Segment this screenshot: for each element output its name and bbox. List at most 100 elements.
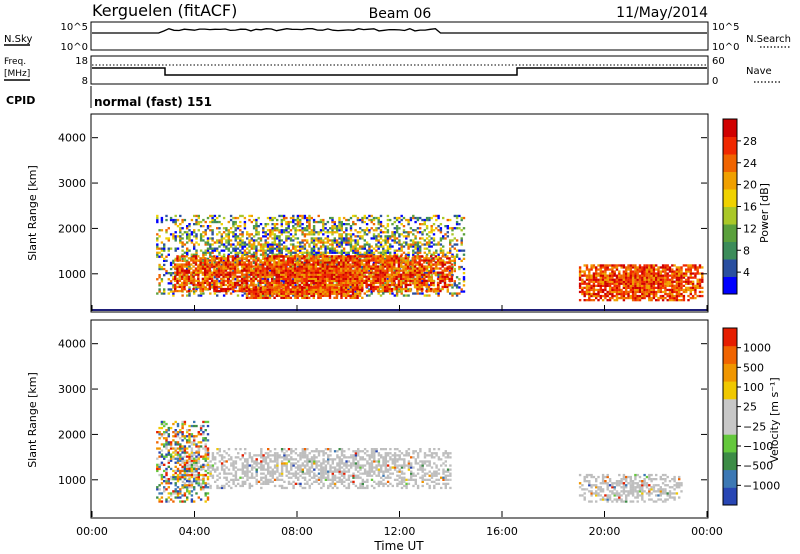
power-echo-cell — [289, 281, 292, 284]
power-echo-cell — [412, 278, 415, 281]
power-echo-cell — [356, 269, 359, 272]
power-echo-cell — [284, 275, 288, 278]
power-echo-cell — [331, 241, 334, 244]
power-echo-cell — [294, 231, 297, 234]
power-echo-cell — [372, 275, 375, 278]
power-echo-cell — [292, 251, 295, 254]
power-echo-cell — [305, 275, 308, 278]
power-echo-cell — [446, 255, 449, 258]
power-echo-cell — [331, 225, 334, 228]
power-echo-cell — [439, 275, 442, 278]
power-echo-cell — [179, 237, 182, 240]
power-echo-cell — [278, 292, 281, 295]
power-echo-cell — [263, 279, 267, 282]
power-echo-cell — [390, 257, 394, 260]
power-echo-cell — [193, 286, 196, 289]
power-echo-cell — [427, 279, 431, 282]
power-echo-cell — [641, 280, 644, 283]
power-echo-cell — [388, 283, 391, 287]
power-echo-cell — [156, 278, 159, 281]
power-echo-cell — [190, 259, 193, 262]
power-echo-cell — [363, 247, 366, 250]
power-echo-cell — [299, 251, 302, 254]
power-echo-cell — [356, 235, 360, 238]
power-echo-cell — [622, 272, 626, 275]
power-echo-cell — [388, 255, 391, 258]
power-echo-cell — [284, 281, 288, 284]
power-echo-cell — [442, 216, 445, 220]
power-echo-cell — [310, 233, 313, 236]
power-echo-cell — [328, 275, 331, 278]
power-echo-cell — [245, 271, 248, 274]
power-echo-cell — [294, 288, 297, 291]
power-echo-cell — [224, 267, 228, 270]
power-echo-cell — [356, 253, 360, 256]
power-echo-cell — [277, 255, 281, 258]
power-echo-cell — [321, 283, 324, 287]
power-echo-cell — [347, 267, 350, 270]
power-echo-cell — [432, 290, 436, 293]
power-echo-cell — [287, 294, 290, 297]
power-echo-cell — [397, 267, 401, 270]
power-echo-cell — [324, 294, 327, 297]
power-echo-cell — [347, 292, 350, 295]
power-echo-cell — [412, 229, 415, 232]
power-echo-cell — [292, 235, 295, 238]
power-echo-cell — [330, 283, 334, 287]
power-echo-cell — [439, 289, 442, 293]
power-echo-cell — [439, 259, 442, 262]
power-echo-cell — [608, 274, 612, 277]
power-echo-cell — [354, 241, 357, 244]
power-echo-cell — [398, 255, 401, 258]
power-echo-cell — [307, 277, 311, 280]
power-echo-cell — [275, 281, 278, 284]
power-echo-cell — [592, 286, 596, 289]
power-echo-cell — [211, 229, 214, 232]
power-echo-cell — [578, 282, 582, 285]
power-echo-cell — [195, 272, 198, 275]
power-echo-cell — [227, 281, 230, 284]
power-echo-cell — [335, 290, 339, 293]
power-echo-cell — [354, 257, 357, 260]
power-echo-cell — [406, 275, 410, 278]
power-echo-cell — [622, 274, 626, 277]
power-echo-cell — [208, 285, 211, 289]
power-echo-cell — [232, 220, 235, 224]
power-echo-cell — [192, 261, 195, 264]
power-echo-cell — [645, 278, 649, 281]
power-echo-cell — [368, 229, 371, 232]
power-echo-cell — [390, 279, 394, 282]
power-echo-cell — [247, 255, 251, 258]
power-echo-cell — [458, 223, 461, 226]
power-echo-cell — [278, 288, 281, 291]
power-echo-cell — [264, 241, 267, 244]
power-echo-cell — [287, 220, 290, 224]
power-echo-cell — [276, 253, 279, 256]
power-echo-cell — [232, 269, 235, 273]
power-echo-cell — [179, 231, 182, 234]
power-echo-cell — [245, 286, 249, 289]
power-echo-cell — [404, 265, 407, 268]
power-echo-cell — [372, 251, 376, 254]
power-echo-cell — [160, 249, 164, 252]
power-echo-cell — [604, 280, 607, 283]
power-echo-cell — [411, 263, 414, 266]
power-echo-cell — [239, 243, 242, 246]
power-echo-cell — [455, 284, 459, 287]
power-echo-cell — [306, 288, 309, 291]
power-echo-cell — [374, 275, 377, 278]
power-echo-cell — [255, 239, 258, 242]
power-echo-cell — [434, 261, 437, 264]
power-echo-cell — [215, 281, 218, 284]
power-echo-cell — [222, 231, 226, 234]
power-echo-cell — [291, 271, 294, 274]
power-echo-cell — [252, 245, 256, 248]
power-echo-cell — [409, 273, 412, 276]
power-echo-cell — [312, 277, 315, 280]
power-echo-cell — [289, 239, 293, 242]
power-echo-cell — [208, 271, 211, 274]
power-echo-cell — [409, 271, 412, 274]
power-echo-cell — [190, 257, 193, 260]
power-echo-cell — [615, 294, 619, 298]
power-echo-cell — [443, 267, 447, 270]
